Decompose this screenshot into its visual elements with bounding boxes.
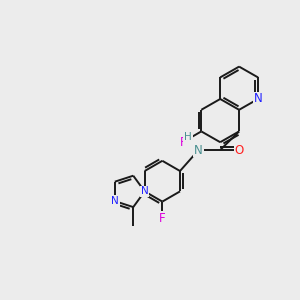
Text: O: O bbox=[235, 143, 244, 157]
Text: N: N bbox=[141, 186, 148, 197]
Text: F: F bbox=[159, 212, 166, 225]
Text: F: F bbox=[179, 136, 186, 149]
Text: N: N bbox=[194, 143, 203, 157]
Text: N: N bbox=[254, 92, 262, 106]
Text: N: N bbox=[111, 196, 119, 206]
Text: H: H bbox=[184, 131, 192, 142]
